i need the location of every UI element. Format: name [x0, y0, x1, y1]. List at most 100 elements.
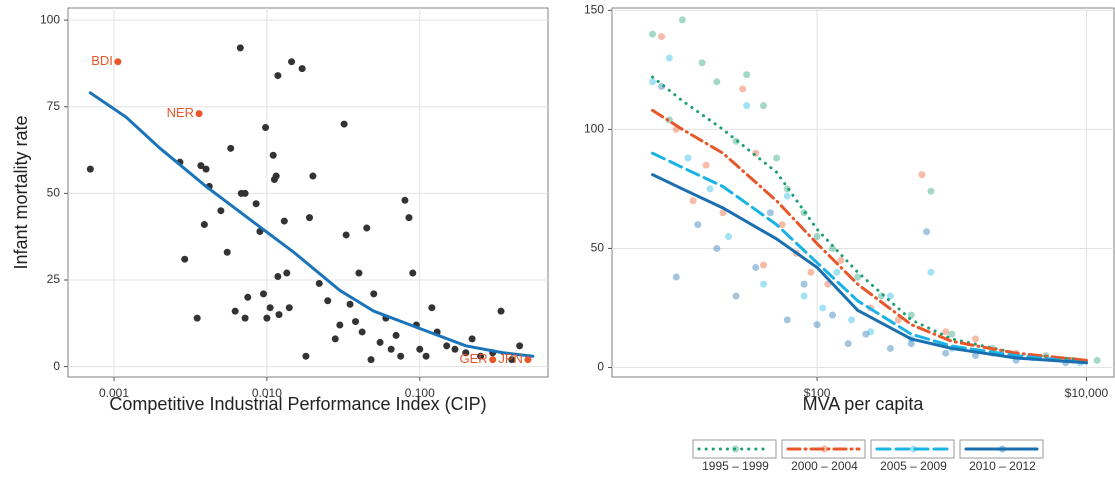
point — [923, 228, 931, 236]
x-tick-label: 0.100 — [405, 386, 435, 400]
point — [516, 342, 524, 350]
point — [760, 102, 768, 110]
point — [193, 314, 201, 322]
point — [1093, 356, 1101, 364]
point — [760, 261, 768, 269]
point — [340, 120, 348, 128]
point — [387, 345, 395, 353]
point — [766, 209, 774, 217]
y-tick-label: 50 — [591, 241, 605, 255]
point — [259, 290, 267, 298]
point — [266, 304, 274, 312]
point — [649, 78, 657, 86]
trend-line — [651, 151, 1089, 365]
point — [428, 304, 436, 312]
x-tick-label: 0.001 — [99, 386, 129, 400]
y-tick-label: 0 — [53, 359, 60, 373]
point — [370, 290, 378, 298]
point — [927, 187, 935, 195]
point — [942, 349, 950, 357]
point — [672, 273, 680, 281]
point — [800, 280, 808, 288]
point — [752, 149, 760, 157]
point — [813, 233, 821, 241]
labeled-point — [524, 356, 532, 364]
point — [927, 268, 935, 276]
point-label: GER — [460, 351, 488, 366]
point — [886, 292, 894, 300]
point — [783, 192, 791, 200]
point — [200, 221, 208, 229]
x-axis-title: Competitive Industrial Performance Index… — [109, 394, 486, 414]
trend-line — [651, 108, 1089, 362]
y-axis-title: Infant mortality rate — [11, 115, 31, 269]
legend-label: 1995 – 1999 — [702, 459, 769, 473]
point — [819, 304, 827, 312]
point — [862, 330, 870, 338]
point — [352, 318, 360, 326]
point — [665, 54, 673, 62]
point — [342, 231, 350, 239]
point — [702, 161, 710, 169]
point — [306, 214, 314, 222]
point — [269, 151, 277, 159]
point-label: BDI — [91, 53, 113, 68]
point — [422, 352, 430, 360]
point — [828, 311, 836, 319]
point — [392, 331, 400, 339]
point — [280, 217, 288, 225]
trend-line — [651, 75, 1089, 362]
point — [331, 335, 339, 343]
point — [231, 307, 239, 315]
legend-point — [821, 445, 828, 453]
legend-point — [732, 445, 739, 453]
plot-panel — [611, 7, 1115, 378]
point — [363, 224, 371, 232]
point — [263, 314, 271, 322]
point — [508, 356, 516, 364]
point — [972, 335, 980, 343]
point — [800, 292, 808, 300]
point — [346, 300, 354, 308]
x-tick-label: $10,000 — [1065, 386, 1109, 400]
point — [262, 124, 270, 132]
point — [854, 273, 862, 281]
point — [468, 335, 476, 343]
labeled-point — [114, 58, 122, 66]
point — [401, 196, 409, 204]
point — [397, 352, 405, 360]
point — [719, 209, 727, 217]
y-tick-label: 100 — [584, 122, 604, 136]
point — [833, 268, 841, 276]
y-tick-label: 150 — [584, 3, 604, 17]
point — [298, 65, 306, 73]
legend-label: 2000 – 2004 — [791, 459, 858, 473]
point — [867, 328, 875, 336]
point — [202, 165, 210, 173]
point — [844, 340, 852, 348]
point — [241, 314, 249, 322]
point — [773, 154, 781, 162]
point — [848, 316, 856, 324]
point — [241, 189, 249, 197]
point — [376, 338, 384, 346]
point — [197, 162, 205, 170]
point — [907, 311, 915, 319]
point — [725, 233, 733, 241]
point — [302, 352, 310, 360]
point — [706, 185, 714, 193]
point — [358, 328, 366, 336]
point — [462, 349, 470, 357]
point — [443, 342, 451, 350]
legend-label: 2010 – 2012 — [969, 459, 1036, 473]
x-tick-label: $100 — [804, 386, 831, 400]
point — [678, 16, 686, 24]
point — [315, 279, 323, 287]
point — [409, 269, 417, 277]
plot-layer — [86, 44, 535, 364]
point — [181, 255, 189, 263]
y-tick-label: 50 — [47, 186, 61, 200]
legend-key — [870, 439, 955, 459]
x-tick-label: 0.010 — [252, 386, 282, 400]
